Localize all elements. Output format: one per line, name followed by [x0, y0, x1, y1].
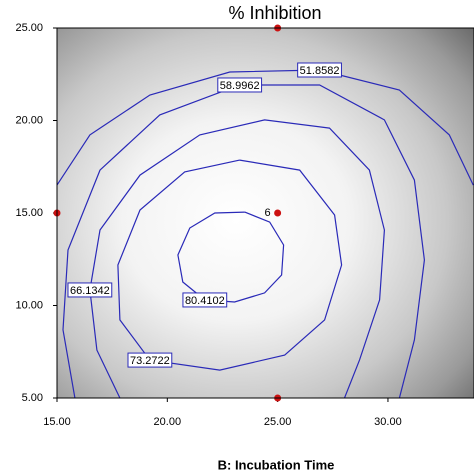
contour-label: 66.1342 [70, 285, 110, 297]
contour-label: 73.2722 [130, 355, 170, 367]
plot-frame [56, 27, 474, 399]
contour-label-box [217, 77, 263, 93]
y-tick-label: 5.00 [22, 392, 43, 404]
y-tick-label: 25.00 [15, 22, 43, 34]
x-axis-label: B: Incubation Time [218, 457, 335, 472]
x-tick-label: 15.00 [43, 416, 71, 428]
contour-label: 58.9962 [220, 80, 260, 92]
contour-line [57, 69, 474, 186]
contour-label: 80.4102 [185, 295, 225, 307]
y-tick-label: 10.00 [15, 299, 43, 311]
x-tick-label: 25.00 [264, 416, 292, 428]
x-tick-label: 20.00 [154, 416, 182, 428]
center-point-count: 6 [265, 207, 271, 219]
y-tick-label: 20.00 [15, 114, 43, 126]
contour-label: 51.8582 [300, 65, 340, 77]
x-tick-label: 30.00 [374, 416, 402, 428]
contour-label-box [67, 282, 113, 298]
center-point [274, 209, 282, 217]
contour-line [117, 159, 343, 371]
chart-title: % Inhibition [228, 3, 321, 23]
contour-line [62, 84, 426, 398]
contour-label-box [297, 62, 342, 78]
y-tick-label: 15.00 [15, 207, 43, 219]
contour-label-box [127, 352, 173, 368]
response-surface [57, 28, 474, 398]
contour-label-box [182, 292, 228, 308]
